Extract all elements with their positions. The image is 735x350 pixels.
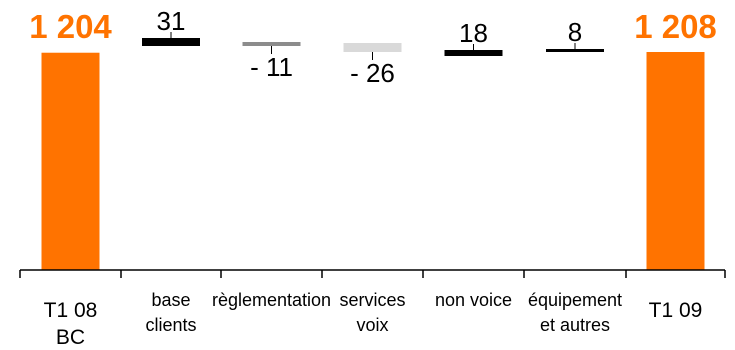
bar-increase [142,38,200,46]
total-value-label: 1 204 [29,8,112,45]
labels-group: 1 204 31 - 11 - 26 18 8 1 208 T1 08 BC base client… [29,6,717,349]
x-tick-label: clients [145,315,196,335]
bar-increase [546,49,604,52]
bar-total [41,52,100,270]
delta-value-label: - 26 [350,58,395,88]
x-tick-label: T1 09 [649,299,703,322]
bar-total [646,52,705,270]
x-tick-label: et autres [540,315,610,335]
x-tick-label: base [151,290,190,310]
x-tick-label: voix [356,315,388,335]
delta-value-label: 18 [459,18,488,48]
x-tick-label: règlementation [212,290,331,310]
x-tick-label: équipement [528,290,622,310]
x-axis [19,269,726,278]
bars-group [41,38,705,270]
delta-value-label: 31 [157,6,186,36]
bar-decrease [242,42,301,46]
x-tick-label: services [339,290,405,310]
delta-value-label: - 11 [250,52,293,82]
bar-decrease [343,43,402,52]
x-tick-label: T1 08 [44,299,98,322]
delta-value-label: 8 [568,17,582,47]
x-tick-label: BC [56,326,85,349]
bar-increase [444,50,503,56]
total-value-label: 1 208 [634,8,717,45]
x-tick-label: non voice [435,290,512,310]
